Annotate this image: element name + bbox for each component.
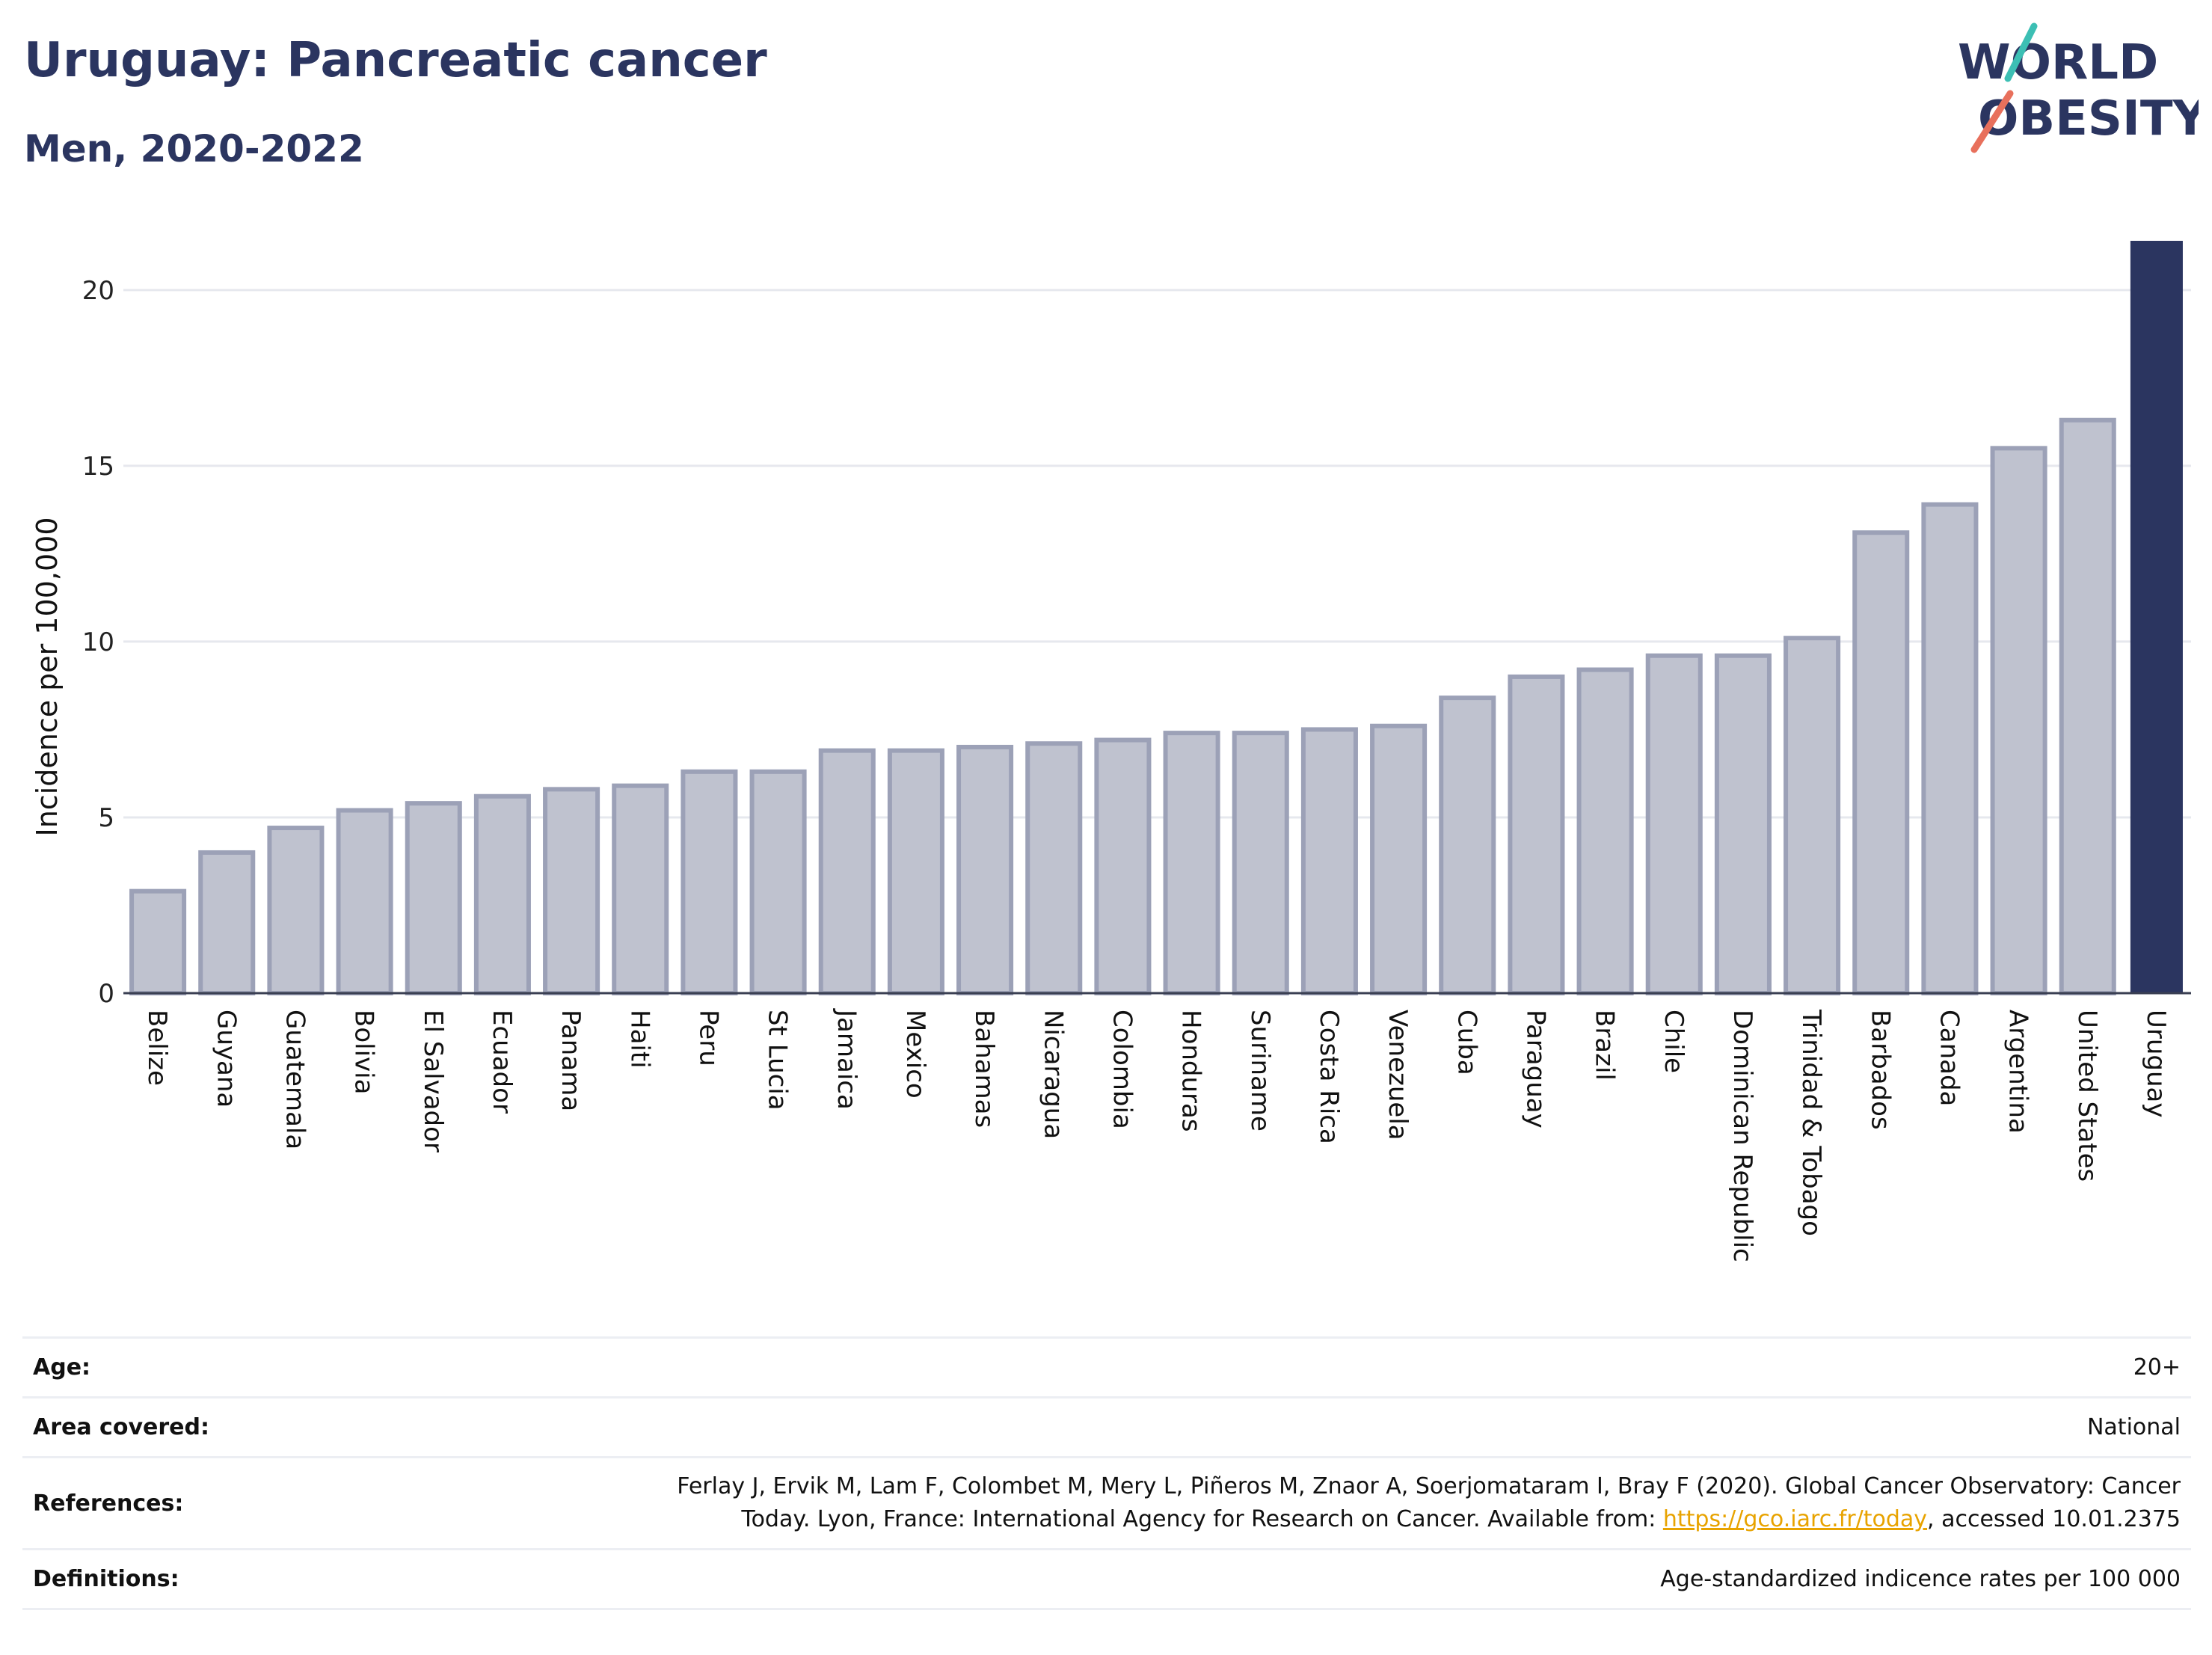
bar — [1300, 727, 1358, 996]
bar — [2059, 417, 2116, 995]
x-category-label: Colombia — [1107, 1010, 1137, 1129]
definitions-value: Age-standardized indicence rates per 100… — [417, 1548, 2191, 1610]
x-category-label: Brazil — [1590, 1010, 1620, 1081]
area-label: Area covered: — [22, 1396, 417, 1458]
page-subtitle: Men, 2020-2022 — [24, 127, 364, 171]
y-tick-label: 20 — [82, 276, 114, 306]
bar — [1852, 530, 1910, 995]
x-category-label: Dominican Republic — [1727, 1010, 1757, 1262]
bar — [198, 850, 256, 996]
bar — [1370, 723, 1428, 995]
meta-row-references: References: Ferlay J, Ervik M, Lam F, Co… — [22, 1456, 2191, 1550]
bar — [1508, 674, 1565, 995]
meta-row-area: Area covered: National — [22, 1396, 2191, 1458]
x-category-label: Cuba — [1451, 1010, 1481, 1075]
x-category-label: Guatemala — [280, 1010, 310, 1149]
bar — [1094, 737, 1152, 995]
bar — [129, 888, 187, 995]
bar — [267, 826, 325, 995]
logo-coral-slash — [1970, 90, 2014, 153]
bar-chart: 0 5 10 15 20 Incidence per 100,000 Belize Guyan… — [31, 241, 2191, 1262]
meta-row-definitions: Definitions: Age-standardized indicence … — [22, 1548, 2191, 1610]
x-category-label: Costa Rica — [1314, 1010, 1344, 1144]
x-category-label: Belize — [142, 1010, 172, 1086]
bar — [1990, 446, 2047, 995]
world-obesity-logo: WORLD OBESITY — [1958, 22, 2199, 153]
bar — [1576, 667, 1634, 996]
references-link[interactable]: https://gco.iarc.fr/today — [1662, 1506, 1928, 1532]
bar — [887, 748, 944, 995]
area-value: National — [417, 1396, 2191, 1458]
x-category-label: Chile — [1659, 1010, 1689, 1073]
page-title: Uruguay: Pancreatic cancer — [24, 33, 767, 88]
bar — [818, 748, 876, 995]
y-axis-title: Incidence per 100,000 — [31, 517, 64, 836]
metadata-table: Age: 20+ Area covered: National Referenc… — [22, 1336, 2191, 1610]
bar — [681, 769, 738, 995]
x-category-label: Canada — [1934, 1010, 1964, 1106]
x-category-label: Peru — [693, 1010, 723, 1066]
definitions-label: Definitions: — [22, 1548, 417, 1610]
bar — [405, 801, 462, 995]
bar — [543, 787, 600, 996]
bar — [956, 744, 1014, 995]
age-value: 20+ — [417, 1336, 2191, 1398]
references-line2-pre: Today. Lyon, France: International Agenc… — [741, 1506, 1663, 1532]
x-category-label: Trinidad & Tobago — [1796, 1009, 1826, 1236]
x-category-label: United States — [2072, 1010, 2102, 1182]
bar — [1714, 653, 1772, 995]
references-label: References: — [22, 1456, 417, 1550]
y-tick-label: 15 — [82, 452, 114, 482]
x-category-label: Guyana — [211, 1010, 241, 1108]
logo-line1: WORLD — [1958, 35, 2158, 90]
x-category-label: Haiti — [624, 1010, 654, 1069]
age-label: Age: — [22, 1336, 417, 1398]
y-tick-label: 10 — [82, 627, 114, 657]
x-category-label: Jamaica — [832, 1008, 861, 1110]
bar — [1439, 696, 1496, 996]
x-category-label: Venezuela — [1383, 1010, 1413, 1140]
logo-teal-slash — [2004, 22, 2038, 82]
x-category-label: Honduras — [1176, 1010, 1206, 1132]
bar — [612, 783, 669, 996]
x-category-label: Mexico — [900, 1010, 930, 1099]
x-category-label: Suriname — [1245, 1010, 1275, 1132]
bar — [1232, 731, 1289, 996]
x-category-label: Argentina — [2003, 1010, 2033, 1134]
x-category-label: Uruguay — [2141, 1010, 2171, 1118]
x-category-label: Barbados — [1865, 1010, 1895, 1130]
references-line1: Ferlay J, Ervik M, Lam F, Colombet M, Me… — [677, 1473, 2181, 1499]
x-category-label: Panama — [556, 1010, 586, 1111]
bar — [1784, 636, 1841, 996]
x-category-label: St Lucia — [763, 1010, 793, 1111]
bar — [749, 769, 807, 995]
bar-highlight — [2130, 241, 2183, 993]
bar — [1921, 502, 1979, 995]
x-category-label: Bahamas — [969, 1010, 999, 1128]
y-tick-label: 0 — [98, 979, 114, 1009]
bar — [1163, 731, 1220, 996]
references-line2-post: , accessed 10.01.2375 — [1927, 1506, 2181, 1532]
bar — [473, 793, 531, 996]
bar — [336, 808, 393, 995]
references-value: Ferlay J, Ervik M, Lam F, Colombet M, Me… — [417, 1456, 2191, 1550]
x-category-label: Nicaragua — [1038, 1010, 1068, 1139]
x-category-label: Paraguay — [1520, 1010, 1550, 1129]
logo-line2: OBESITY — [1978, 91, 2199, 147]
meta-row-age: Age: 20+ — [22, 1336, 2191, 1398]
bar — [1645, 653, 1703, 995]
bar — [1025, 741, 1083, 995]
x-category-label: El Salvador — [418, 1010, 448, 1152]
x-category-label: Bolivia — [349, 1010, 379, 1094]
y-tick-label: 5 — [98, 803, 114, 833]
x-category-label: Ecuador — [487, 1010, 517, 1114]
